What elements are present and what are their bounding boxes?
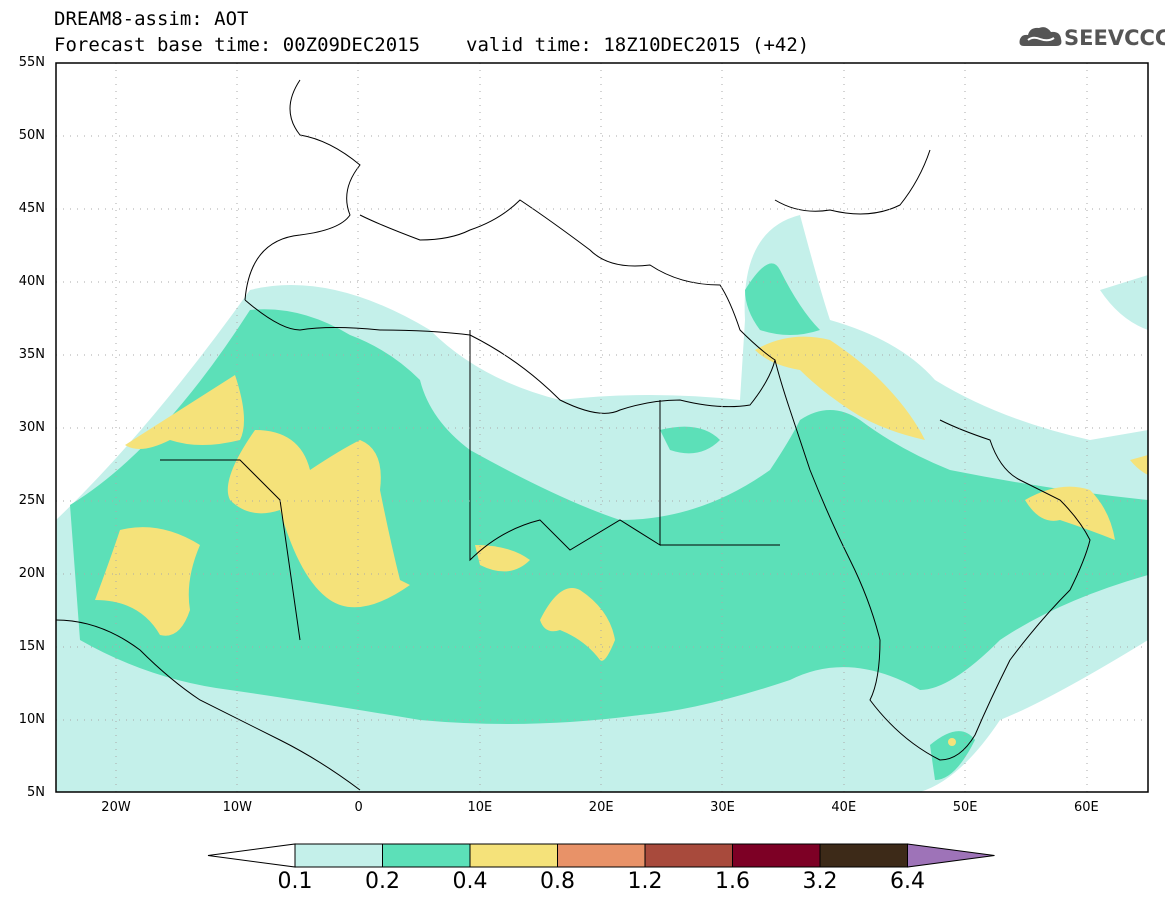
- colorbar-swatch: [819, 843, 908, 868]
- colorbar-label: 3.2: [802, 869, 838, 894]
- colorbar-label: 0.2: [365, 869, 400, 894]
- coastlines: [56, 79, 1091, 791]
- lon-label: 20W: [101, 800, 131, 815]
- lat-label: 30N: [18, 420, 45, 435]
- colorbar-label: 0.4: [452, 869, 488, 894]
- seevccc-logo: SEEVCCC: [1018, 22, 1165, 56]
- lat-label: 35N: [18, 347, 45, 362]
- forecast-times: Forecast base time: 00Z09DEC2015 valid ti…: [54, 34, 809, 56]
- lat-label: 15N: [18, 639, 45, 654]
- base-time: Forecast base time: 00Z09DEC2015: [54, 34, 421, 56]
- colorbar-label: 0.1: [277, 869, 313, 894]
- aot-contour-0-2: [70, 263, 1148, 780]
- lat-label: 10N: [18, 712, 45, 727]
- colorbar-swatch: [732, 843, 821, 868]
- cloud-icon: [1019, 27, 1062, 46]
- map-title: DREAM8-assim: AOT: [54, 8, 249, 30]
- colorbar-label: 1.2: [627, 869, 663, 894]
- lon-label: 10E: [467, 800, 493, 815]
- lon-label: 20E: [588, 800, 614, 815]
- lon-label: 0: [354, 800, 363, 815]
- lat-label: 45N: [18, 201, 45, 216]
- lon-label: 10W: [222, 800, 252, 815]
- map-frame: [55, 62, 1149, 793]
- lat-label: 5N: [27, 785, 45, 800]
- colorbar-label: 1.6: [715, 869, 750, 894]
- colorbar-arrow-high: [907, 843, 995, 868]
- colorbar-label: 6.4: [890, 869, 925, 894]
- lat-label: 50N: [18, 128, 45, 143]
- lon-label: 30E: [710, 800, 735, 815]
- logo-text: SEEVCCC: [1064, 26, 1165, 50]
- lat-lon-grid: [56, 63, 1148, 792]
- valid-time: valid time: 18Z10DEC2015 (+42): [466, 34, 810, 56]
- lon-label: 40E: [831, 800, 857, 815]
- lat-label: 55N: [18, 55, 45, 70]
- colorbar-label: 0.8: [540, 869, 575, 894]
- colorbar-swatch: [557, 843, 646, 868]
- lat-label: 25N: [18, 493, 45, 508]
- lat-label: 20N: [18, 566, 45, 581]
- colorbar-arrow-low: [207, 843, 296, 868]
- lon-label: 50E: [952, 800, 978, 815]
- colorbar-swatch: [294, 843, 383, 868]
- colorbar: [207, 843, 995, 868]
- colorbar-swatch: [644, 843, 733, 868]
- colorbar-swatch: [382, 843, 471, 868]
- aot-contour-0-4: [95, 336, 1148, 746]
- colorbar-swatch: [469, 843, 558, 868]
- lat-label: 40N: [18, 274, 45, 289]
- lon-label: 60E: [1074, 800, 1099, 815]
